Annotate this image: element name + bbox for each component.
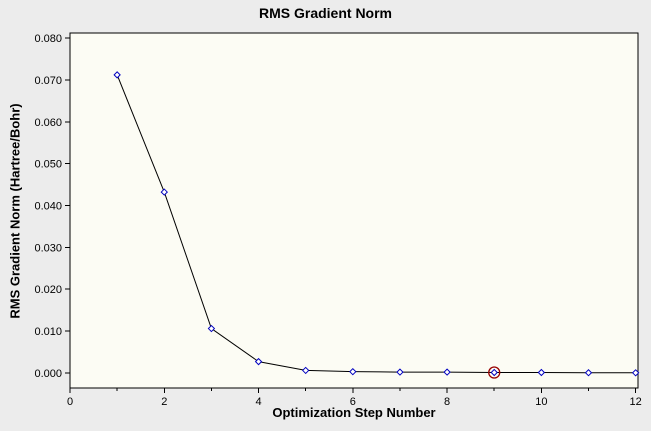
data-point-marker[interactable]	[207, 324, 216, 333]
x-tick-label: 12	[630, 396, 642, 408]
y-tick-label: 0.070	[34, 75, 62, 87]
data-point-marker[interactable]	[160, 188, 168, 196]
x-tick-label: 8	[444, 396, 450, 408]
y-tick-label: 0.020	[34, 284, 62, 296]
data-point-marker[interactable]	[349, 367, 357, 376]
y-tick-label: 0.060	[34, 117, 62, 129]
data-line	[116, 74, 636, 374]
data-point-marker[interactable]	[443, 368, 451, 376]
y-tick-label: 0.010	[34, 326, 62, 338]
x-tick-label: 2	[161, 396, 167, 408]
y-tick-label: 0.050	[34, 159, 62, 171]
data-point-marker[interactable]	[490, 368, 498, 377]
x-tick-label: 10	[535, 396, 547, 408]
x-axis-label: Optimization Step Number	[272, 405, 436, 420]
data-point-marker[interactable]	[631, 369, 640, 377]
data-point-marker[interactable]	[396, 368, 404, 376]
data-point-marker[interactable]	[537, 368, 546, 377]
chart-title: RMS Gradient Norm	[258, 5, 392, 21]
y-tick-label: 0.030	[34, 242, 62, 254]
y-tick-label: 0.000	[34, 368, 62, 380]
selected-point-highlight	[488, 366, 501, 379]
x-tick-label: 0	[67, 396, 73, 408]
y-tick-label: 0.080	[34, 33, 62, 45]
y-tick-label: 0.040	[34, 200, 62, 212]
plot-background	[69, 32, 639, 389]
data-point-marker[interactable]	[113, 71, 121, 79]
x-tick-label: 4	[255, 396, 261, 408]
data-point-marker[interactable]	[584, 369, 593, 377]
data-point-marker[interactable]	[301, 366, 310, 375]
x-tick-label: 6	[350, 396, 356, 408]
data-point-marker[interactable]	[254, 357, 263, 366]
